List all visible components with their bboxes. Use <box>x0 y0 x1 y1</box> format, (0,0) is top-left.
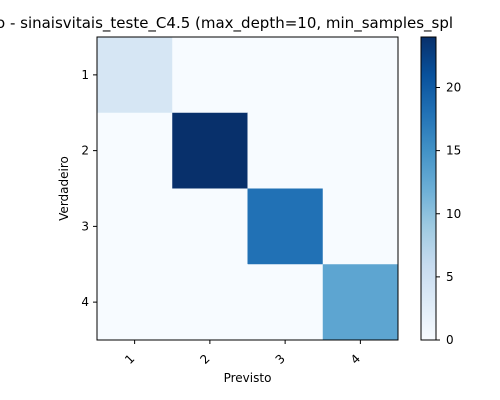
plot-frame <box>96 36 399 341</box>
heatmap-cell <box>322 112 399 189</box>
heatmap-cell <box>247 37 324 114</box>
heatmap-cell <box>97 188 173 265</box>
heatmap-cell <box>172 264 248 341</box>
y-axis-ticks: 1 2 3 4 <box>81 68 97 309</box>
heatmap-cell <box>97 264 173 341</box>
chart-title: o - sinaisvitais_teste_C4.5 (max_depth=1… <box>0 14 453 33</box>
y-axis-label: Verdadeiro <box>57 156 71 221</box>
y-tick-label: 3 <box>81 219 89 233</box>
y-tick-label: 4 <box>81 295 89 309</box>
heatmap-cell <box>172 37 248 114</box>
heatmap-cell <box>247 264 324 341</box>
x-axis-label: Previsto <box>224 371 272 385</box>
colorbar-tick-label: 10 <box>446 207 461 221</box>
heatmap-cell <box>322 37 399 114</box>
y-tick-label: 2 <box>81 144 89 158</box>
heatmap-cell <box>172 188 248 265</box>
colorbar-tick-label: 5 <box>446 270 454 284</box>
heatmap-cell <box>97 112 173 189</box>
x-axis-ticks: 1 2 3 4 <box>122 340 363 367</box>
x-tick-label: 1 <box>122 352 137 367</box>
x-tick-label: 4 <box>348 352 363 367</box>
colorbar <box>420 36 437 341</box>
x-tick-label: 2 <box>197 352 212 367</box>
colorbar-tick-label: 0 <box>446 333 454 347</box>
heatmap-cell <box>322 188 399 265</box>
heatmap-cell <box>172 112 248 189</box>
colorbar-ticks: 0 5 10 15 20 <box>436 81 461 347</box>
heatmap-cell <box>322 264 399 341</box>
y-tick-label: 1 <box>81 68 89 82</box>
heatmap-cell <box>247 112 324 189</box>
heatmap-cell <box>97 37 173 114</box>
colorbar-tick-label: 20 <box>446 81 461 95</box>
heatmap-cell <box>247 188 324 265</box>
colorbar-tick-label: 15 <box>446 144 461 158</box>
x-tick-label: 3 <box>273 352 288 367</box>
heatmap-cells <box>97 37 399 341</box>
